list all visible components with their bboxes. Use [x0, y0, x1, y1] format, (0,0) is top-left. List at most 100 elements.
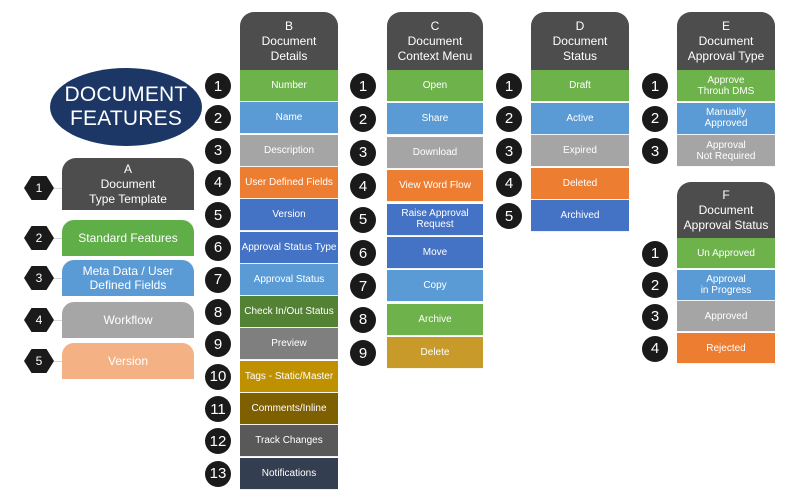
header-title-line2: Status: [562, 48, 598, 63]
number-badge: 2: [496, 105, 522, 132]
header-letter: C: [430, 18, 440, 33]
document-features-title: DOCUMENT FEATURES: [50, 68, 202, 146]
feature-item: Name: [240, 102, 338, 135]
item-label: Comments/Inline: [251, 403, 327, 414]
column-header: C Document Context Menu: [387, 12, 483, 70]
number-badge: 1: [642, 240, 668, 267]
number-badge: 12: [205, 428, 231, 455]
number-badge: 3: [642, 303, 668, 330]
feature-item: Approval Not Required: [677, 135, 775, 168]
feature-item: Archived: [531, 200, 629, 232]
feature-item: Deleted: [531, 167, 629, 200]
header-title-line2: Context Menu: [397, 48, 473, 63]
item-label: Archive: [418, 313, 452, 325]
feature-item: Check In/Out Status: [240, 296, 338, 329]
number-badge: 7: [205, 266, 231, 293]
header-letter: D: [575, 18, 585, 33]
connector-line: [54, 238, 62, 239]
number-badge: 3: [205, 137, 231, 164]
column-header: F Document Approval Status: [677, 182, 775, 238]
item-label: Download: [412, 146, 458, 158]
header-title-line1: Document: [261, 33, 317, 48]
item-label: Approval Status Type: [241, 241, 337, 253]
number-badge: 9: [350, 340, 376, 367]
item-label: Meta Data / User: [82, 264, 174, 278]
item-label: Check In/Out Status: [244, 306, 334, 318]
feature-item: Move: [387, 237, 483, 269]
item-label: User Defined Fields: [245, 176, 333, 188]
header-title-line2: Approval Type: [687, 48, 765, 63]
column-header: E Document Approval Type: [677, 12, 775, 70]
feature-item: Meta Data / User Defined Fields: [62, 260, 194, 296]
item-label: Share: [421, 113, 449, 125]
feature-item: Approval in Progress: [677, 269, 775, 301]
connector-line: [54, 188, 62, 189]
item-label: Tags - Static/Master: [244, 370, 334, 382]
feature-item: Approval Status: [240, 263, 338, 296]
feature-item: Expired: [531, 135, 629, 167]
feature-item: Delete: [387, 337, 483, 370]
number-badge: 11: [205, 396, 231, 422]
feature-item: View Word Flow: [387, 170, 483, 203]
header-title-line1: Document: [698, 33, 754, 48]
column-header: A Document Type Template: [62, 158, 194, 210]
feature-item: Approval Status Type: [240, 231, 338, 264]
header-letter: E: [721, 18, 730, 33]
item-label: Version: [272, 209, 306, 221]
item-label: Description: [263, 144, 315, 156]
item-label-line2: Request: [416, 219, 454, 231]
item-label: View Word Flow: [399, 180, 471, 192]
header-title-line2: Type Template: [89, 191, 167, 206]
item-label: Active: [566, 112, 594, 124]
number-badge: 8: [205, 299, 231, 326]
header-title-line2: Details: [270, 48, 308, 63]
feature-item: Archive: [387, 303, 483, 336]
feature-item: User Defined Fields: [240, 166, 338, 199]
item-label: Approval: [706, 273, 746, 285]
item-label: Standard Features: [78, 231, 178, 245]
item-label-line2: Approved: [704, 118, 748, 130]
feature-item: Description: [240, 134, 338, 167]
item-label: Expired: [563, 145, 597, 156]
hexagon-number-badge: 1: [24, 176, 54, 200]
header-letter: A: [123, 161, 132, 176]
feature-item: Draft: [531, 70, 629, 102]
number-badge: 1: [350, 73, 376, 99]
item-label-line2: Defined Fields: [89, 278, 167, 292]
title-line2: FEATURES: [69, 107, 183, 130]
feature-item: Workflow: [62, 302, 194, 338]
feature-item: Standard Features: [62, 220, 194, 256]
item-label: Move: [422, 247, 448, 258]
feature-item: Rejected: [677, 333, 775, 365]
feature-item: Share: [387, 103, 483, 136]
item-label: Name: [275, 112, 303, 124]
number-badge: 3: [350, 139, 376, 166]
item-label: Copy: [423, 280, 447, 292]
feature-item: Preview: [240, 328, 338, 361]
number-badge: 5: [350, 206, 376, 233]
number-badge: 10: [205, 363, 231, 390]
number-badge: 3: [642, 138, 668, 165]
number-badge: 2: [642, 272, 668, 299]
number-badge: 2: [642, 105, 668, 132]
item-label: Archived: [560, 210, 600, 221]
item-label-line2: Throuh DMS: [697, 85, 755, 97]
hexagon-number-badge: 2: [24, 226, 54, 250]
item-label: Raise Approval: [401, 208, 469, 220]
feature-item: Notifications: [240, 457, 338, 490]
hexagon-number-badge: 4: [24, 308, 54, 332]
number-badge: 4: [205, 169, 231, 196]
number-badge: 6: [350, 240, 376, 266]
header-letter: B: [284, 18, 293, 33]
header-title-line1: Document: [100, 176, 156, 191]
number-badge: 6: [205, 234, 231, 261]
item-label: Open: [422, 80, 448, 91]
item-label: Track Changes: [255, 435, 323, 447]
item-label: Deleted: [562, 177, 598, 189]
number-badge: 9: [205, 331, 231, 358]
item-label: Manually: [705, 107, 747, 119]
number-badge: 2: [205, 105, 231, 132]
feature-item: Tags - Static/Master: [240, 360, 338, 393]
feature-item: Active: [531, 102, 629, 135]
feature-item: Copy: [387, 270, 483, 303]
